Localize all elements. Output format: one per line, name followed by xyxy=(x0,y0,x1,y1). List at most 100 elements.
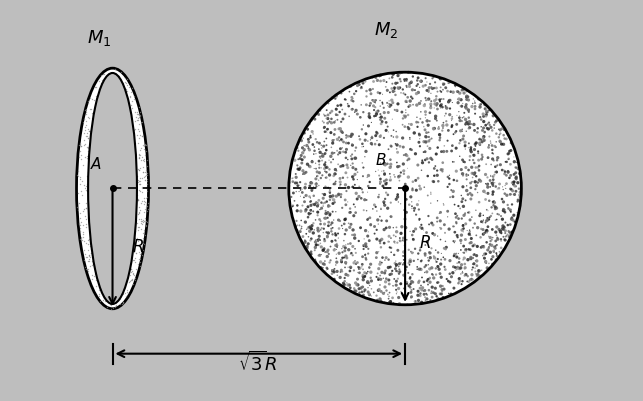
Point xyxy=(414,131,424,137)
Point xyxy=(373,108,383,114)
Point xyxy=(478,217,489,223)
Point xyxy=(82,215,93,221)
Point xyxy=(399,257,409,263)
Point xyxy=(484,233,494,239)
Point xyxy=(323,202,334,209)
Point xyxy=(500,159,511,165)
Point xyxy=(140,215,150,221)
Point xyxy=(127,105,137,111)
Point xyxy=(497,216,507,223)
Point xyxy=(386,161,396,168)
Point xyxy=(87,115,97,121)
Point xyxy=(417,274,427,281)
Point xyxy=(312,212,323,219)
Point xyxy=(491,251,502,257)
Point xyxy=(373,89,383,96)
Point xyxy=(422,255,433,261)
Point xyxy=(307,158,317,165)
Point xyxy=(354,269,365,276)
Point xyxy=(460,221,471,227)
Point xyxy=(96,288,106,295)
Point xyxy=(308,141,318,148)
Point xyxy=(487,142,497,149)
Point xyxy=(337,205,347,211)
Point xyxy=(361,243,372,250)
Point xyxy=(421,115,431,121)
Point xyxy=(310,247,320,253)
Point xyxy=(426,220,437,226)
Point xyxy=(81,186,91,193)
Point xyxy=(88,110,98,117)
Point xyxy=(469,171,480,178)
Point xyxy=(448,142,458,149)
Point xyxy=(358,77,368,83)
Point xyxy=(412,187,422,193)
Point xyxy=(137,198,147,205)
Point xyxy=(375,213,385,220)
Point xyxy=(503,202,513,208)
Point xyxy=(387,116,397,122)
Point xyxy=(120,86,131,93)
Point xyxy=(75,222,85,229)
Point xyxy=(399,78,410,84)
Point xyxy=(363,138,373,144)
Point xyxy=(474,167,484,174)
Point xyxy=(484,142,494,148)
Point xyxy=(468,225,478,231)
Point xyxy=(316,165,327,171)
Point xyxy=(467,264,478,271)
Point xyxy=(334,191,344,197)
Point xyxy=(354,81,365,88)
Point xyxy=(328,156,338,162)
Point xyxy=(361,241,371,247)
Point xyxy=(338,280,349,286)
Point xyxy=(351,261,361,267)
Point xyxy=(303,233,314,240)
Point xyxy=(478,111,488,117)
Point xyxy=(406,93,416,100)
Point xyxy=(398,144,408,150)
Point xyxy=(134,164,145,171)
Point xyxy=(391,80,401,87)
Point xyxy=(473,225,483,231)
Point xyxy=(306,249,316,255)
Point xyxy=(478,227,488,233)
Point xyxy=(363,183,374,189)
Point xyxy=(343,140,354,146)
Point xyxy=(511,176,521,182)
Point xyxy=(302,126,312,132)
Point xyxy=(490,119,500,126)
Point xyxy=(320,162,330,168)
Point xyxy=(376,132,386,138)
Point xyxy=(370,104,381,110)
Point xyxy=(365,292,375,298)
Point xyxy=(140,199,150,206)
Point xyxy=(106,306,116,312)
Point xyxy=(89,271,100,277)
Point xyxy=(336,136,347,143)
Point xyxy=(86,250,96,256)
Point xyxy=(484,119,494,126)
Point xyxy=(319,138,329,145)
Point xyxy=(414,100,424,107)
Point xyxy=(392,291,402,297)
Point xyxy=(79,116,89,122)
Point xyxy=(421,291,431,297)
Point xyxy=(135,207,145,213)
Point xyxy=(75,236,86,243)
Point xyxy=(367,74,377,81)
Point xyxy=(438,80,448,87)
Point xyxy=(492,157,502,164)
Point xyxy=(327,195,337,201)
Point xyxy=(414,183,424,189)
Point xyxy=(416,266,426,273)
Point xyxy=(433,263,443,270)
Point xyxy=(367,142,377,148)
Point xyxy=(445,105,455,112)
Point xyxy=(392,142,402,148)
Point xyxy=(333,230,343,237)
Point xyxy=(359,269,370,276)
Point xyxy=(496,238,506,244)
Point xyxy=(389,86,399,92)
Point xyxy=(307,115,318,122)
